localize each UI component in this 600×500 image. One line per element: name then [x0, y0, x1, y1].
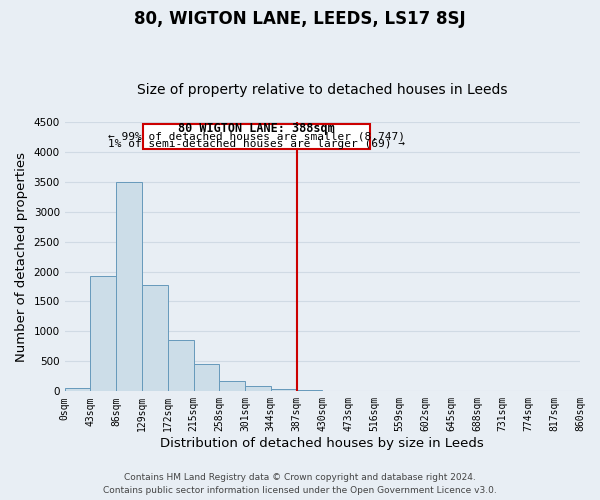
- Text: 1% of semi-detached houses are larger (69) →: 1% of semi-detached houses are larger (6…: [108, 139, 405, 149]
- Bar: [91, 276, 116, 392]
- Bar: [168, 340, 193, 392]
- Text: Contains HM Land Registry data © Crown copyright and database right 2024.
Contai: Contains HM Land Registry data © Crown c…: [103, 474, 497, 495]
- Bar: [271, 388, 296, 392]
- Bar: [65, 388, 91, 392]
- Bar: [296, 390, 322, 392]
- Y-axis label: Number of detached properties: Number of detached properties: [15, 152, 28, 362]
- Bar: [116, 182, 142, 392]
- Bar: [245, 386, 271, 392]
- Bar: [193, 364, 219, 392]
- Bar: [142, 285, 168, 392]
- Bar: [219, 381, 245, 392]
- Text: 80, WIGTON LANE, LEEDS, LS17 8SJ: 80, WIGTON LANE, LEEDS, LS17 8SJ: [134, 10, 466, 28]
- X-axis label: Distribution of detached houses by size in Leeds: Distribution of detached houses by size …: [160, 437, 484, 450]
- FancyBboxPatch shape: [143, 124, 370, 148]
- Text: ← 99% of detached houses are smaller (8,747): ← 99% of detached houses are smaller (8,…: [108, 132, 405, 141]
- Title: Size of property relative to detached houses in Leeds: Size of property relative to detached ho…: [137, 83, 508, 97]
- Text: 80 WIGTON LANE: 388sqm: 80 WIGTON LANE: 388sqm: [178, 122, 335, 135]
